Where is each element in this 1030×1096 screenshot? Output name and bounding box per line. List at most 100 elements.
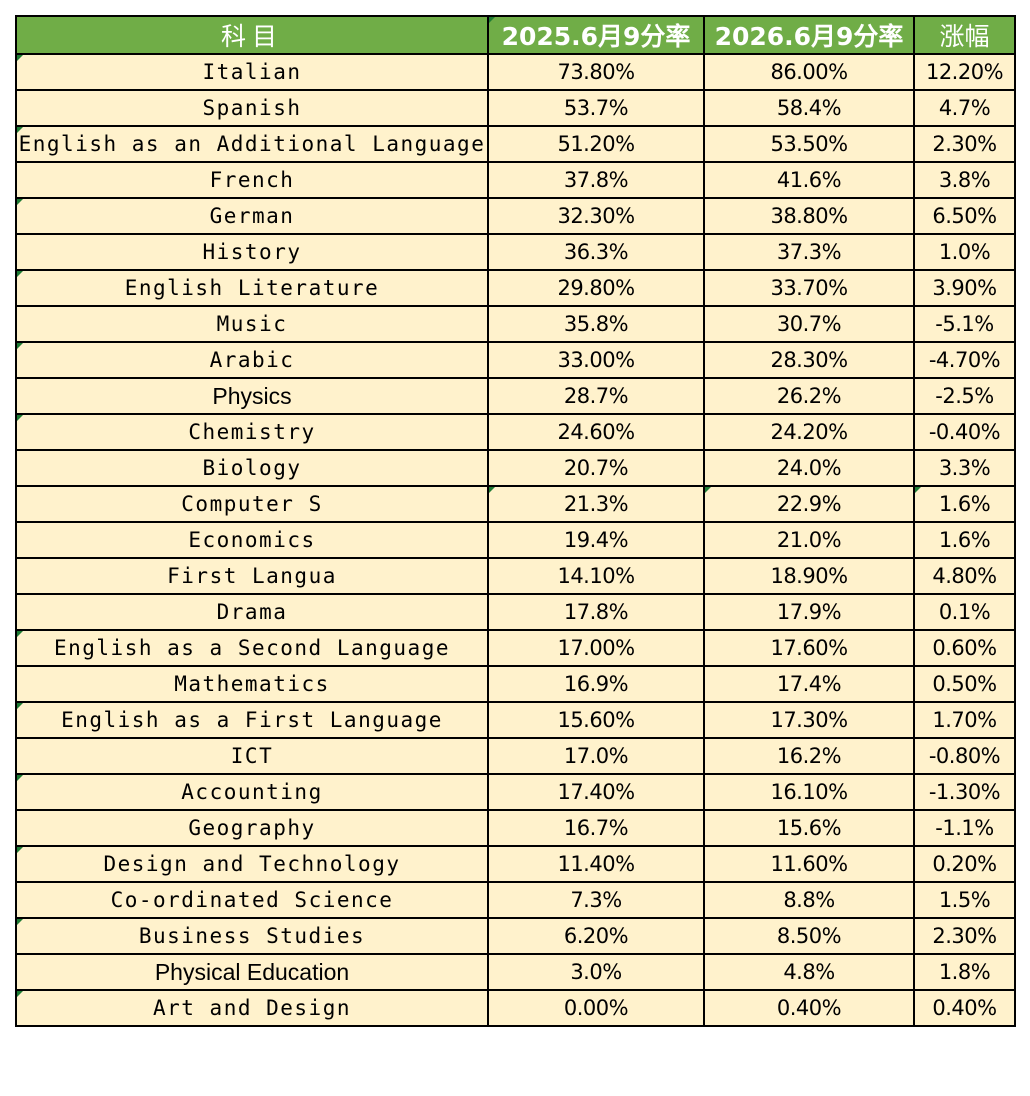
- rate-2025-cell[interactable]: 16.7%: [487, 809, 705, 847]
- rate-2026-cell[interactable]: 28.30%: [703, 341, 915, 379]
- rate-2025-cell[interactable]: 19.4%: [487, 521, 705, 559]
- rate-2025-cell[interactable]: 14.10%: [487, 557, 705, 595]
- rate-2026-cell[interactable]: 8.50%: [703, 917, 915, 955]
- change-cell[interactable]: -5.1%: [913, 305, 1016, 343]
- change-cell[interactable]: 1.6%: [913, 485, 1016, 523]
- rate-2026-cell[interactable]: 86.00%: [703, 53, 915, 91]
- rate-2026-cell[interactable]: 24.20%: [703, 413, 915, 451]
- rate-2026-cell[interactable]: 16.2%: [703, 737, 915, 775]
- subject-cell[interactable]: Spanish: [15, 89, 489, 127]
- change-cell[interactable]: 0.40%: [913, 989, 1016, 1027]
- subject-cell[interactable]: English as an Additional Language: [15, 125, 489, 163]
- rate-2025-cell[interactable]: 21.3%: [487, 485, 705, 523]
- change-cell[interactable]: 1.6%: [913, 521, 1016, 559]
- subject-cell[interactable]: Geography: [15, 809, 489, 847]
- subject-cell[interactable]: Accounting: [15, 773, 489, 811]
- subject-cell[interactable]: Drama: [15, 593, 489, 631]
- subject-cell[interactable]: English Literature: [15, 269, 489, 307]
- rate-2026-cell[interactable]: 53.50%: [703, 125, 915, 163]
- rate-2025-cell[interactable]: 11.40%: [487, 845, 705, 883]
- change-cell[interactable]: -2.5%: [913, 377, 1016, 415]
- rate-2026-cell[interactable]: 4.8%: [703, 953, 915, 991]
- change-cell[interactable]: 1.5%: [913, 881, 1016, 919]
- rate-2026-cell[interactable]: 16.10%: [703, 773, 915, 811]
- rate-2026-cell[interactable]: 33.70%: [703, 269, 915, 307]
- subject-cell[interactable]: English as a Second Language: [15, 629, 489, 667]
- rate-2025-cell[interactable]: 20.7%: [487, 449, 705, 487]
- rate-2025-cell[interactable]: 6.20%: [487, 917, 705, 955]
- rate-2026-cell[interactable]: 41.6%: [703, 161, 915, 199]
- change-cell[interactable]: 2.30%: [913, 917, 1016, 955]
- rate-2025-cell[interactable]: 51.20%: [487, 125, 705, 163]
- rate-2026-cell[interactable]: 24.0%: [703, 449, 915, 487]
- rate-2026-cell[interactable]: 17.4%: [703, 665, 915, 703]
- rate-2025-cell[interactable]: 17.0%: [487, 737, 705, 775]
- change-cell[interactable]: 0.60%: [913, 629, 1016, 667]
- subject-cell[interactable]: Business Studies: [15, 917, 489, 955]
- change-cell[interactable]: 1.8%: [913, 953, 1016, 991]
- subject-cell[interactable]: German: [15, 197, 489, 235]
- change-cell[interactable]: 1.0%: [913, 233, 1016, 271]
- change-cell[interactable]: 3.90%: [913, 269, 1016, 307]
- rate-2025-cell[interactable]: 16.9%: [487, 665, 705, 703]
- rate-2025-cell[interactable]: 17.00%: [487, 629, 705, 667]
- change-cell[interactable]: 3.3%: [913, 449, 1016, 487]
- subject-cell[interactable]: Music: [15, 305, 489, 343]
- rate-2025-cell[interactable]: 0.00%: [487, 989, 705, 1027]
- subject-cell[interactable]: French: [15, 161, 489, 199]
- rate-2025-cell[interactable]: 17.40%: [487, 773, 705, 811]
- change-cell[interactable]: 6.50%: [913, 197, 1016, 235]
- change-cell[interactable]: -0.40%: [913, 413, 1016, 451]
- subject-cell[interactable]: Biology: [15, 449, 489, 487]
- change-cell[interactable]: 0.1%: [913, 593, 1016, 631]
- subject-cell[interactable]: ICT: [15, 737, 489, 775]
- subject-cell[interactable]: First Langua: [15, 557, 489, 595]
- header-2025-rate[interactable]: 2025.6月9分率: [487, 15, 705, 55]
- rate-2025-cell[interactable]: 53.7%: [487, 89, 705, 127]
- change-cell[interactable]: 1.70%: [913, 701, 1016, 739]
- subject-cell[interactable]: Art and Design: [15, 989, 489, 1027]
- header-2026-rate[interactable]: 2026.6月9分率: [703, 15, 915, 55]
- rate-2026-cell[interactable]: 8.8%: [703, 881, 915, 919]
- rate-2025-cell[interactable]: 35.8%: [487, 305, 705, 343]
- rate-2025-cell[interactable]: 7.3%: [487, 881, 705, 919]
- change-cell[interactable]: -4.70%: [913, 341, 1016, 379]
- change-cell[interactable]: 12.20%: [913, 53, 1016, 91]
- subject-cell[interactable]: English as a First Language: [15, 701, 489, 739]
- rate-2026-cell[interactable]: 15.6%: [703, 809, 915, 847]
- change-cell[interactable]: -1.1%: [913, 809, 1016, 847]
- change-cell[interactable]: 4.7%: [913, 89, 1016, 127]
- rate-2026-cell[interactable]: 0.40%: [703, 989, 915, 1027]
- rate-2025-cell[interactable]: 15.60%: [487, 701, 705, 739]
- change-cell[interactable]: -1.30%: [913, 773, 1016, 811]
- rate-2025-cell[interactable]: 32.30%: [487, 197, 705, 235]
- subject-cell[interactable]: History: [15, 233, 489, 271]
- rate-2026-cell[interactable]: 17.9%: [703, 593, 915, 631]
- subject-cell[interactable]: Co-ordinated Science: [15, 881, 489, 919]
- rate-2025-cell[interactable]: 3.0%: [487, 953, 705, 991]
- header-change[interactable]: 涨幅: [913, 15, 1016, 55]
- rate-2025-cell[interactable]: 37.8%: [487, 161, 705, 199]
- change-cell[interactable]: -0.80%: [913, 737, 1016, 775]
- subject-cell[interactable]: Chemistry: [15, 413, 489, 451]
- rate-2026-cell[interactable]: 26.2%: [703, 377, 915, 415]
- rate-2025-cell[interactable]: 33.00%: [487, 341, 705, 379]
- rate-2026-cell[interactable]: 37.3%: [703, 233, 915, 271]
- header-subject[interactable]: 科目: [15, 15, 489, 55]
- rate-2026-cell[interactable]: 22.9%: [703, 485, 915, 523]
- rate-2025-cell[interactable]: 73.80%: [487, 53, 705, 91]
- subject-cell[interactable]: Design and Technology: [15, 845, 489, 883]
- subject-cell[interactable]: Arabic: [15, 341, 489, 379]
- rate-2026-cell[interactable]: 17.30%: [703, 701, 915, 739]
- rate-2026-cell[interactable]: 11.60%: [703, 845, 915, 883]
- rate-2026-cell[interactable]: 58.4%: [703, 89, 915, 127]
- change-cell[interactable]: 0.20%: [913, 845, 1016, 883]
- rate-2025-cell[interactable]: 36.3%: [487, 233, 705, 271]
- rate-2025-cell[interactable]: 29.80%: [487, 269, 705, 307]
- change-cell[interactable]: 2.30%: [913, 125, 1016, 163]
- change-cell[interactable]: 0.50%: [913, 665, 1016, 703]
- change-cell[interactable]: 4.80%: [913, 557, 1016, 595]
- subject-cell[interactable]: Mathematics: [15, 665, 489, 703]
- rate-2025-cell[interactable]: 28.7%: [487, 377, 705, 415]
- rate-2025-cell[interactable]: 17.8%: [487, 593, 705, 631]
